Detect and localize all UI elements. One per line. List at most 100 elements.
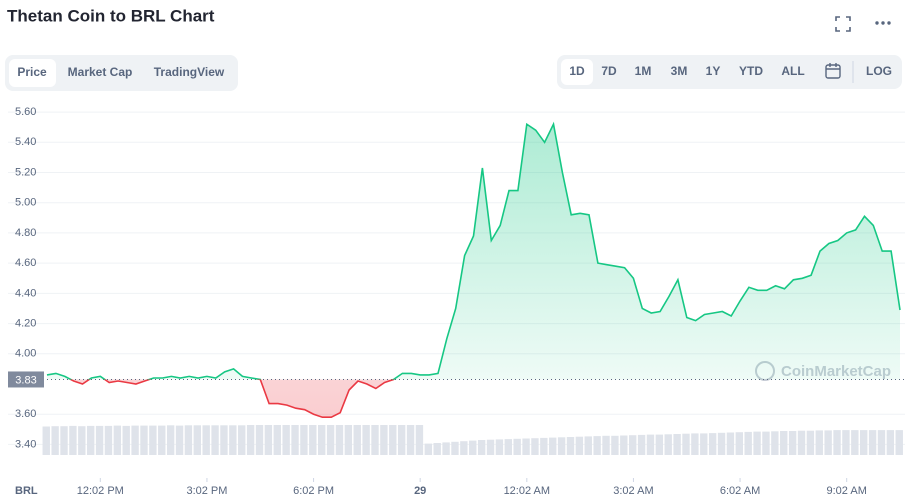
y-tick-label: 4.60 [15, 257, 36, 269]
tab[interactable]: Price [17, 65, 47, 79]
range-button[interactable]: 3M [671, 64, 688, 78]
volume-bar [806, 430, 815, 455]
volume-bar [531, 438, 539, 455]
volume-bar [753, 431, 761, 455]
volume-bar [264, 425, 273, 455]
x-tick-label: 12:02 PM [77, 485, 124, 497]
volume-bar [895, 430, 903, 455]
range-button[interactable]: ALL [781, 64, 804, 78]
range-button[interactable]: 1Y [706, 64, 721, 78]
volume-bar [193, 425, 201, 455]
volume-bar [397, 425, 406, 455]
volume-bar [540, 437, 548, 455]
volume-bar [175, 425, 184, 455]
x-tick-label: 6:02 AM [720, 485, 760, 497]
log-button[interactable]: LOG [866, 64, 892, 78]
range-button[interactable]: 1M [635, 64, 652, 78]
volume-bar [318, 425, 326, 455]
more-icon[interactable] [875, 21, 891, 25]
volume-bar [309, 425, 317, 455]
range-button[interactable]: 1D [569, 64, 585, 78]
range-active-bg [561, 59, 593, 85]
x-tick-label: 3:02 PM [186, 485, 227, 497]
volume-bar [708, 433, 717, 455]
volume-bar [380, 425, 388, 455]
reference-label-bg [8, 371, 44, 388]
volume-bar [282, 425, 290, 455]
volume-bar [566, 437, 575, 455]
volume-bar [735, 432, 744, 455]
calendar-icon[interactable] [825, 63, 841, 79]
y-tick-label: 4.40 [15, 287, 36, 299]
volume-bar [78, 426, 86, 455]
volume-bar [691, 433, 699, 455]
range-group [557, 55, 902, 89]
volume-bar [762, 431, 770, 455]
tab[interactable]: Market Cap [68, 65, 133, 79]
volume-bar [664, 434, 672, 455]
y-tick-label: 5.40 [15, 136, 36, 148]
volume-bar [273, 425, 281, 455]
volume-bar [851, 430, 859, 455]
volume-bar [842, 430, 850, 455]
volume-bar [602, 435, 610, 455]
volume-bar [655, 434, 664, 455]
volume-bar [255, 425, 264, 455]
y-tick-label: 4.80 [15, 227, 36, 239]
volume-bar [824, 430, 832, 455]
volume-bar [780, 431, 788, 455]
y-tick-label: 4.00 [15, 348, 36, 360]
volume-bar [877, 430, 886, 455]
volume-bar [557, 437, 566, 455]
volume-bar [833, 430, 841, 455]
volume-bar [522, 438, 530, 455]
y-tick-label: 3.60 [15, 408, 36, 420]
volume-bar [140, 425, 148, 455]
volume-bar [86, 425, 95, 455]
volume-bar [371, 425, 379, 455]
volume-bar [51, 426, 59, 455]
volume-bar [415, 425, 424, 455]
x-tick-label: 6:02 PM [293, 485, 334, 497]
volume-bar [477, 440, 486, 455]
volume-bar [886, 430, 895, 455]
volume-bar [60, 426, 68, 455]
x-tick-label: 29 [414, 485, 426, 497]
volume-bar [549, 437, 557, 455]
tab-active-bg [9, 59, 56, 87]
volume-bar [682, 433, 690, 455]
volume-bar [717, 432, 726, 455]
volume-bar [291, 425, 299, 455]
volume-bar [202, 425, 210, 455]
volume-bar [166, 425, 175, 455]
volume-bar [593, 436, 601, 455]
y-tick-label: 5.60 [15, 106, 36, 118]
tab[interactable]: TradingView [154, 65, 225, 79]
y-tick-label: 5.20 [15, 166, 36, 178]
x-tick-label: 12:02 AM [504, 485, 550, 497]
volume-bar [362, 425, 370, 455]
volume-bar [495, 439, 504, 455]
volume-bar [584, 436, 592, 455]
fullscreen-icon[interactable] [835, 16, 851, 32]
range-button[interactable]: YTD [739, 64, 763, 78]
volume-bar [797, 430, 806, 455]
volume-bar [620, 435, 628, 455]
volume-bar [158, 425, 166, 455]
volume-bar [868, 430, 877, 455]
volume-bar [184, 425, 193, 455]
x-tick-label: 9:02 AM [827, 485, 867, 497]
y-tick-label: 4.20 [15, 317, 36, 329]
volume-bar [113, 425, 122, 455]
volume-bar [122, 425, 130, 455]
range-button[interactable]: 7D [601, 64, 617, 78]
volume-bar [42, 426, 50, 455]
y-tick-label: 5.00 [15, 197, 36, 209]
volume-bar [637, 434, 646, 455]
volume-bar [220, 425, 228, 455]
volume-bar [104, 425, 113, 455]
volume-bar [95, 425, 104, 455]
volume-bar [460, 441, 468, 455]
volume-bar [504, 439, 512, 455]
volume-bar [335, 425, 344, 455]
